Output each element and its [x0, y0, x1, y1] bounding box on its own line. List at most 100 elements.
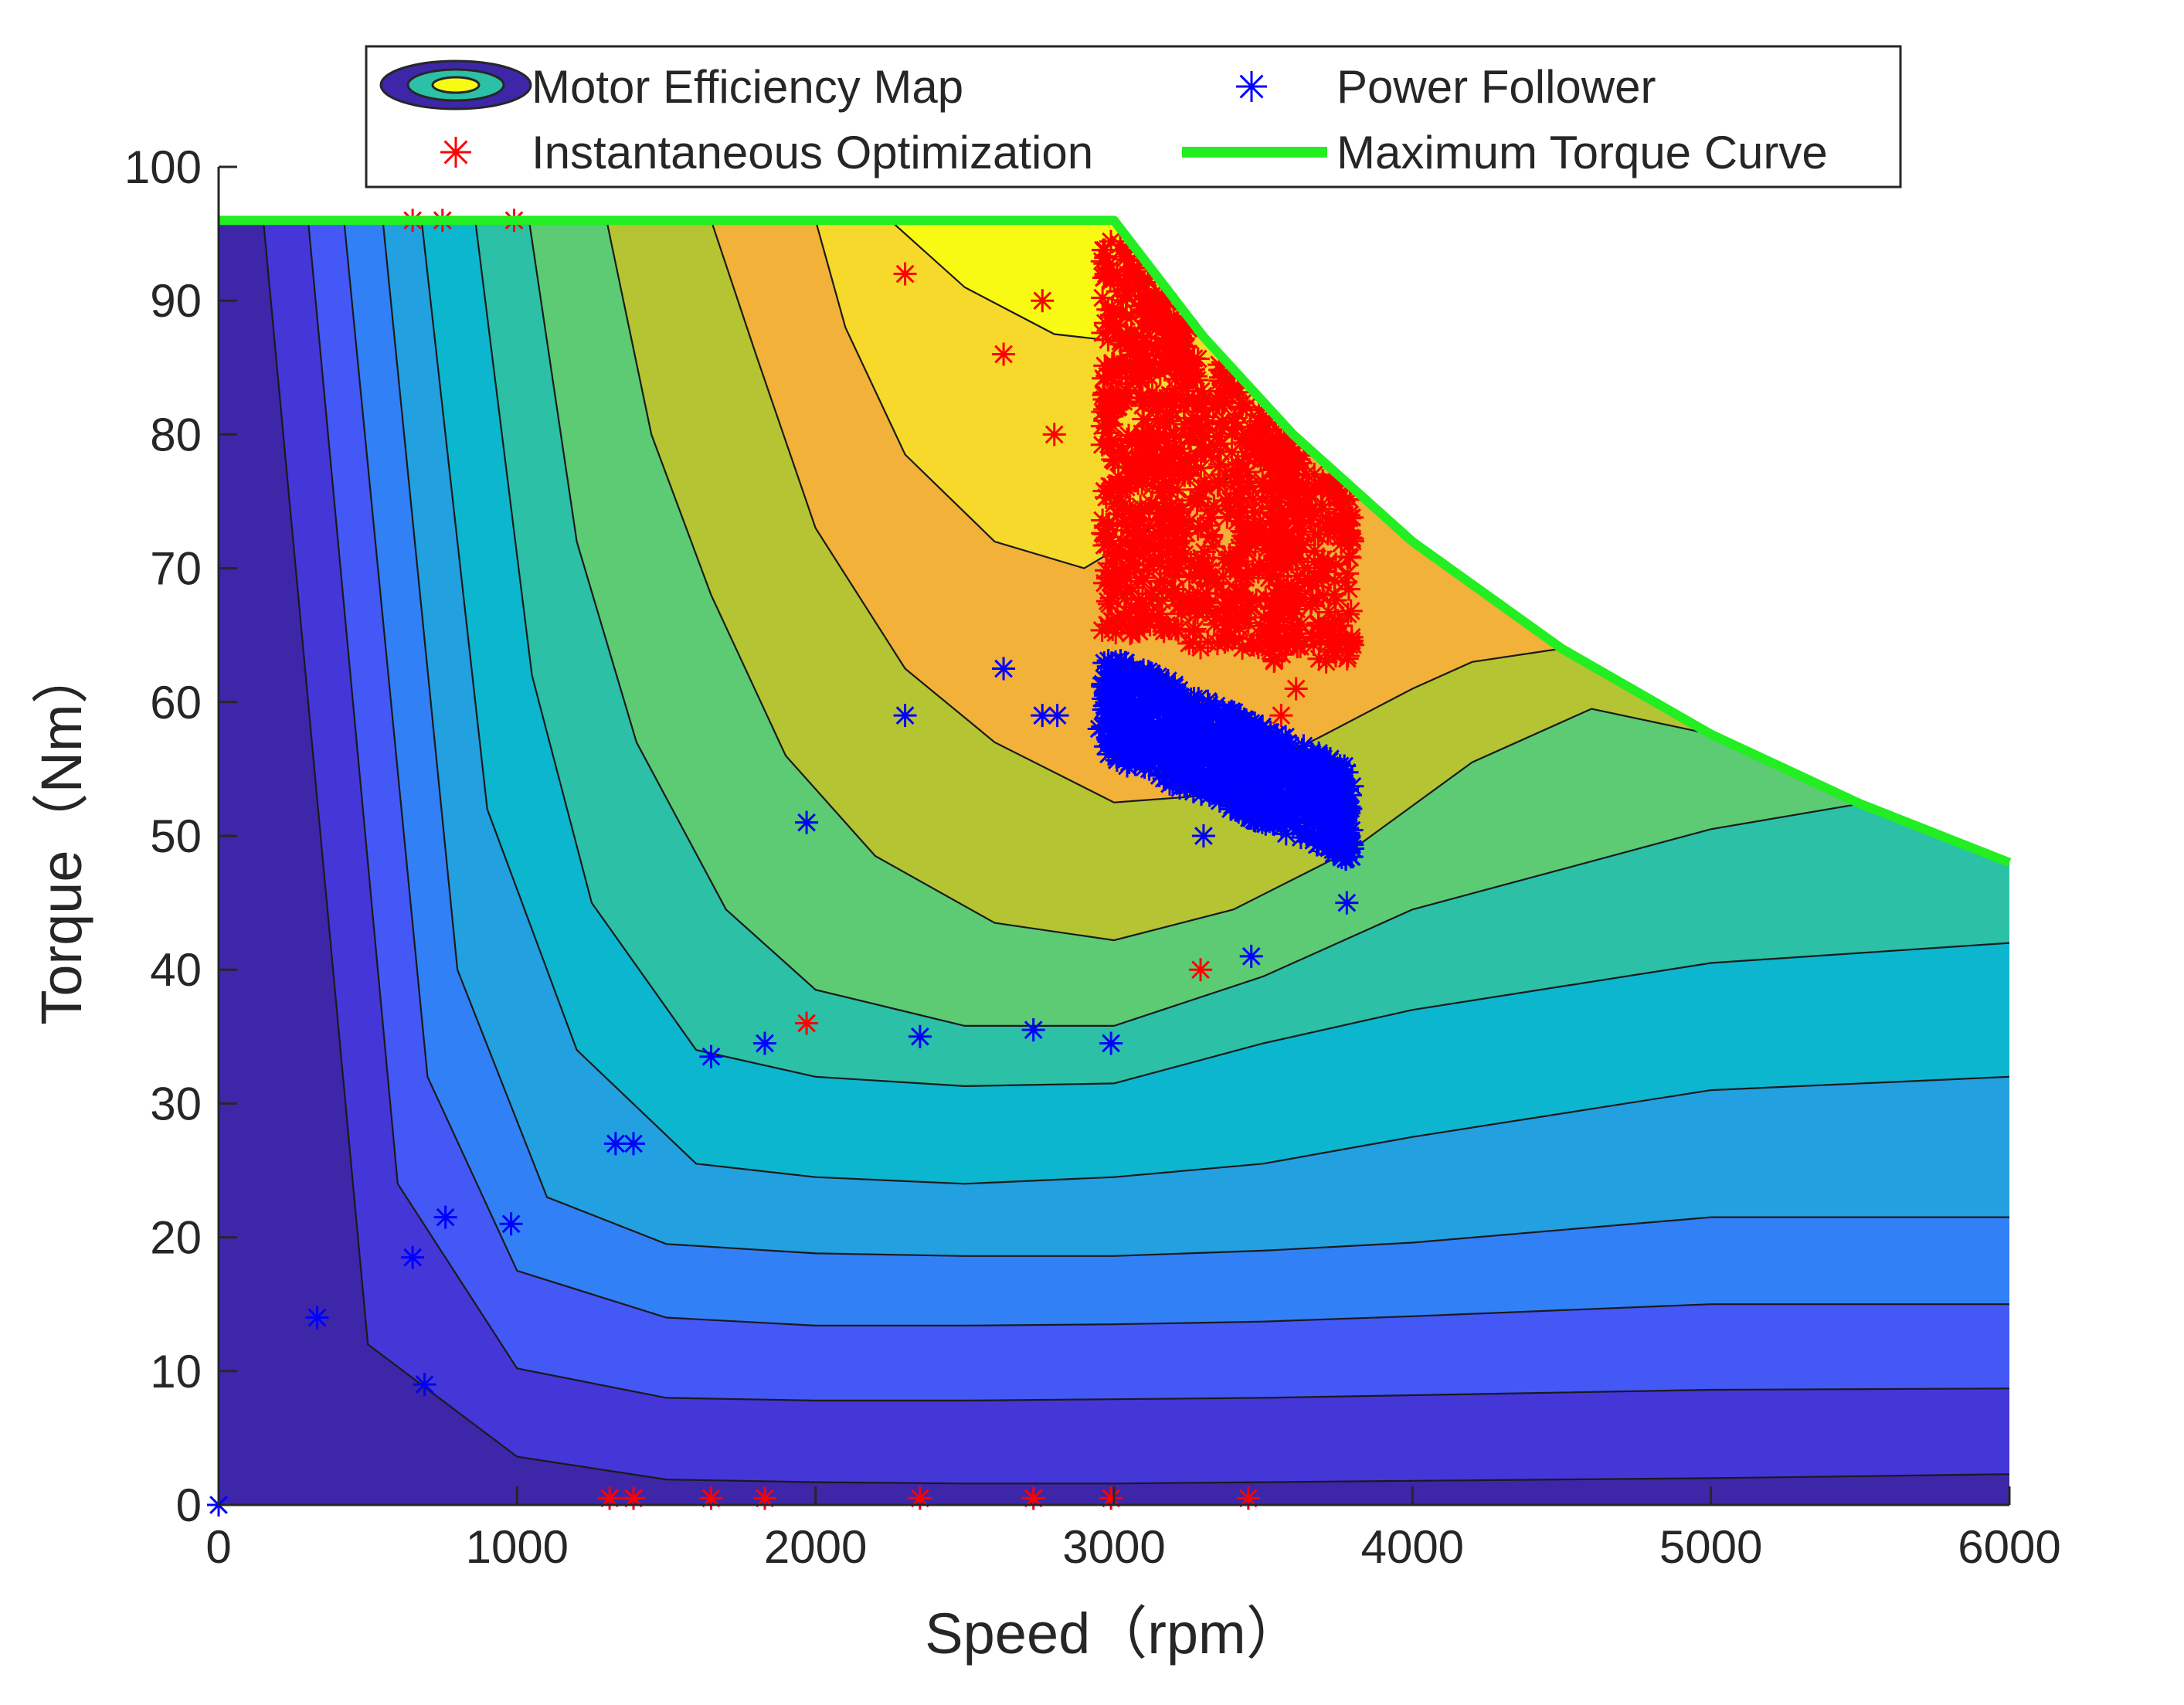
- power-follower-point: [1141, 664, 1165, 688]
- instantaneous-optimization-point: [1128, 464, 1152, 487]
- power-follower-point: [1110, 699, 1134, 723]
- y-tick-label: 100: [124, 141, 202, 193]
- instantaneous-optimization-point: [1306, 568, 1330, 592]
- instantaneous-optimization-point: [1196, 566, 1220, 590]
- power-follower-point: [1147, 717, 1171, 741]
- instantaneous-optimization-point: [1309, 478, 1333, 502]
- instantaneous-optimization-point: [1123, 277, 1147, 301]
- instantaneous-optimization-point: [1099, 303, 1123, 327]
- instantaneous-optimization-point: [1267, 594, 1291, 618]
- power-follower-point: [1280, 762, 1304, 786]
- instantaneous-optimization-point: [1185, 589, 1209, 613]
- instantaneous-optimization-point: [622, 1486, 646, 1510]
- power-follower-point: [1238, 786, 1262, 810]
- power-follower-point: [1176, 741, 1200, 765]
- instantaneous-optimization-point: [1337, 577, 1360, 601]
- power-follower-point: [1242, 746, 1266, 769]
- axes: 0 1000 2000 3000 4000 5000 6000 0 10 20 30 40 50 60 7…: [124, 141, 2061, 1573]
- power-follower-point: [1095, 706, 1119, 730]
- instantaneous-optimization-point: [1119, 545, 1143, 569]
- instantaneous-optimization-point: [795, 1011, 819, 1035]
- instantaneous-optimization-point: [1144, 338, 1168, 362]
- x-tick-label: 0: [205, 1521, 231, 1573]
- instantaneous-optimization-point: [1202, 494, 1226, 518]
- instantaneous-optimization-point: [699, 1486, 723, 1510]
- instantaneous-optimization-point: [1208, 379, 1232, 403]
- power-follower-point: [1156, 729, 1180, 753]
- instantaneous-optimization-point: [1134, 593, 1158, 616]
- instantaneous-optimization-point: [1226, 375, 1250, 399]
- power-follower-point: [1264, 797, 1288, 821]
- instantaneous-optimization-point: [1310, 549, 1334, 572]
- power-follower-point: [1192, 766, 1216, 790]
- power-follower-point: [1106, 736, 1129, 760]
- instantaneous-optimization-point: [1106, 606, 1129, 630]
- power-follower-point: [1228, 740, 1252, 764]
- instantaneous-optimization-point: [1096, 297, 1120, 321]
- power-follower-point: [1283, 798, 1307, 822]
- instantaneous-optimization-point: [1300, 625, 1324, 649]
- instantaneous-optimization-point: [1095, 421, 1119, 445]
- instantaneous-optimization-point: [1202, 433, 1226, 457]
- power-follower-point: [1233, 780, 1257, 804]
- instantaneous-optimization-point: [1238, 427, 1262, 451]
- instantaneous-optimization-point: [1276, 601, 1300, 625]
- power-follower-point: [1116, 684, 1140, 708]
- instantaneous-optimization-point: [1118, 498, 1142, 521]
- instantaneous-optimization-point: [1100, 552, 1124, 576]
- power-follower-point: [1339, 796, 1363, 820]
- instantaneous-optimization-point: [1286, 511, 1310, 535]
- y-axis-ticks: 0 10 20 30 40 50 60 70 80 90 100: [124, 141, 237, 1531]
- legend-instantaneous-optimization-star: [440, 137, 471, 168]
- instantaneous-optimization-point: [1099, 609, 1123, 633]
- power-follower-point: [1200, 739, 1224, 762]
- power-follower-point: [603, 1132, 627, 1156]
- instantaneous-optimization-point: [1214, 591, 1238, 615]
- instantaneous-optimization-point: [1115, 305, 1139, 329]
- instantaneous-optimization-point: [1218, 498, 1242, 522]
- power-follower-point: [1233, 750, 1257, 774]
- power-follower-point: [1238, 718, 1262, 742]
- power-follower-point: [1160, 770, 1184, 794]
- instantaneous-optimization-point: [1153, 287, 1177, 311]
- instantaneous-optimization-point: [1299, 594, 1323, 618]
- power-follower-point: [1304, 749, 1328, 773]
- instantaneous-optimization-point: [1324, 478, 1348, 502]
- power-follower-point: [1300, 803, 1324, 827]
- instantaneous-optimization-point: [1171, 584, 1195, 608]
- instantaneous-optimization-point: [1229, 563, 1253, 587]
- instantaneous-optimization-point: [1245, 631, 1269, 655]
- instantaneous-optimization-point: [1152, 620, 1176, 644]
- instantaneous-optimization-point: [1096, 433, 1120, 457]
- power-follower-point: [1116, 754, 1140, 778]
- power-follower-point: [1191, 824, 1215, 847]
- instantaneous-optimization-point: [1129, 370, 1153, 394]
- power-follower-point: [1092, 675, 1116, 699]
- power-follower-point: [1109, 708, 1133, 732]
- instantaneous-optimization-point: [1188, 514, 1212, 538]
- instantaneous-optimization-point: [1153, 358, 1177, 382]
- power-follower-point: [1207, 789, 1231, 813]
- instantaneous-optimization-point: [1106, 465, 1130, 489]
- power-follower-point: [1133, 712, 1157, 735]
- instantaneous-optimization-point: [1275, 576, 1299, 599]
- instantaneous-optimization-point: [1111, 288, 1135, 312]
- instantaneous-optimization-point: [1115, 579, 1139, 603]
- power-follower-point: [1296, 824, 1320, 848]
- instantaneous-optimization-point: [1275, 545, 1299, 569]
- power-follower-point: [1292, 778, 1316, 802]
- power-follower-point: [1111, 674, 1135, 698]
- instantaneous-optimization-point: [1106, 280, 1129, 304]
- power-follower-point: [1123, 749, 1147, 773]
- instantaneous-optimization-point: [1199, 440, 1223, 464]
- power-follower-point: [1170, 695, 1194, 718]
- instantaneous-optimization-point: [1230, 599, 1254, 623]
- instantaneous-optimization-point: [1105, 502, 1129, 526]
- power-follower-point: [1120, 661, 1144, 685]
- instantaneous-optimization-point: [1143, 389, 1167, 413]
- y-tick-label: 40: [150, 944, 202, 996]
- instantaneous-optimization-point: [1163, 617, 1187, 641]
- efficiency-contour-line-7: [528, 220, 1860, 1027]
- power-follower-series: [207, 649, 1364, 1516]
